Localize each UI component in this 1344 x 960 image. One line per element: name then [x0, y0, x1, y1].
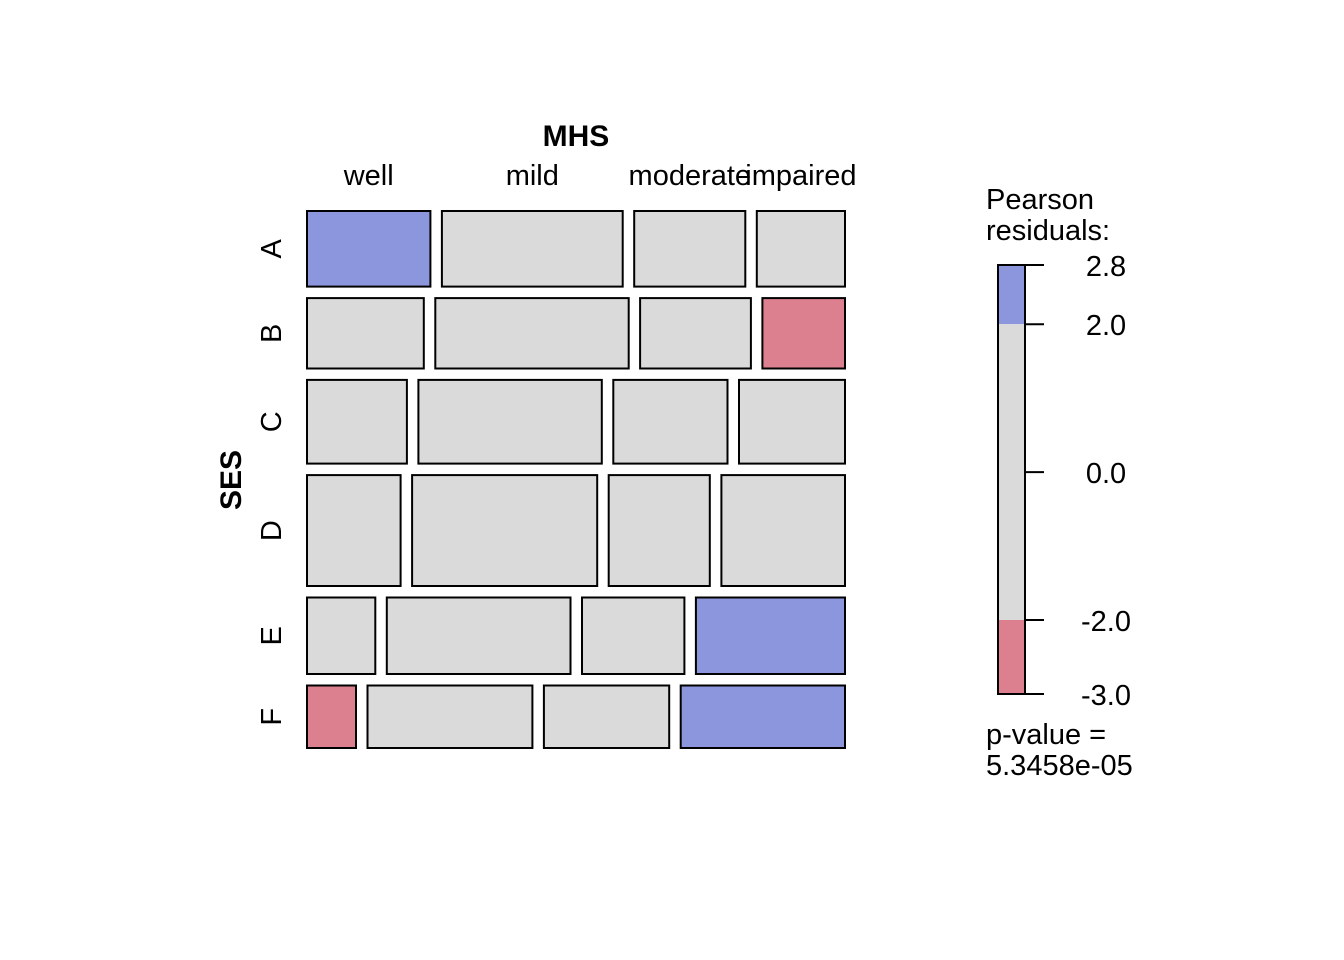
mosaic-cell-D-mild	[411, 474, 599, 588]
mosaic-cell-F-mild	[366, 684, 534, 749]
column-label-impaired: impaired	[745, 160, 856, 192]
mosaic-cell-A-well	[306, 210, 432, 288]
mosaic-cell-F-well	[306, 684, 357, 749]
legend-title-line-2: residuals:	[986, 215, 1110, 247]
row-label-E: E	[256, 626, 288, 645]
mosaic-cell-B-well	[306, 297, 425, 370]
mosaic-cell-C-moderate	[612, 378, 729, 465]
mosaic-cell-E-mild	[385, 596, 572, 675]
mosaic-cell-F-moderate	[542, 684, 671, 749]
mosaic-cell-E-impaired	[694, 596, 847, 675]
mosaic-cell-D-well	[306, 474, 402, 588]
mosaic-cell-E-moderate	[581, 596, 686, 675]
column-variable-title: MHS	[543, 120, 610, 153]
legend-segment-positive	[998, 265, 1025, 325]
mosaic-cell-D-moderate	[607, 474, 711, 588]
column-label-mild: mild	[506, 160, 559, 192]
mosaic-cell-C-impaired	[738, 378, 846, 465]
mosaic-cells	[306, 210, 847, 749]
mosaic-cell-B-impaired	[761, 297, 847, 370]
mosaic-cell-C-well	[306, 378, 408, 465]
row-label-C: C	[256, 411, 288, 432]
mosaic-cell-E-well	[306, 596, 377, 675]
mosaic-cell-C-mild	[417, 378, 603, 465]
column-label-well: well	[343, 160, 394, 192]
legend-segment-negative	[998, 620, 1025, 694]
mosaic-cell-A-impaired	[755, 210, 846, 288]
legend-color-bar	[997, 264, 1026, 695]
row-label-B: B	[256, 324, 288, 343]
legend-title-line-1: Pearson	[986, 184, 1094, 216]
pvalue-label: p-value =	[986, 719, 1106, 751]
legend-frame	[997, 264, 1026, 695]
pvalue-value: 5.3458e-05	[986, 750, 1133, 782]
row-label-D: D	[256, 520, 288, 541]
mosaic-cell-A-mild	[440, 210, 624, 288]
row-labels: A B C D E F	[256, 238, 288, 725]
mosaic-cell-F-impaired	[679, 684, 847, 749]
mosaic-cell-A-moderate	[633, 210, 747, 288]
row-label-A: A	[256, 238, 288, 258]
legend-tick-label: -3.0	[1081, 680, 1131, 712]
mosaic-cell-D-impaired	[720, 474, 847, 588]
legend-tick-label: -2.0	[1081, 606, 1131, 638]
legend-tick-label: 0.0	[1086, 458, 1126, 490]
column-label-moderate: moderate	[629, 160, 752, 192]
legend-tick-label: 2.0	[1086, 310, 1126, 342]
row-variable-title: SES	[215, 450, 248, 510]
legend: Pearson residuals: 2.8 2.0 0.0 -2.0 -3.0 p-v…	[986, 184, 1133, 782]
legend-ticks: 2.8 2.0 0.0 -2.0 -3.0	[1025, 251, 1131, 712]
legend-segment-neutral	[998, 324, 1025, 621]
mosaic-cell-B-mild	[434, 297, 630, 370]
row-label-F: F	[256, 708, 288, 726]
legend-tick-label: 2.8	[1086, 251, 1126, 283]
mosaic-cell-B-moderate	[639, 297, 752, 370]
